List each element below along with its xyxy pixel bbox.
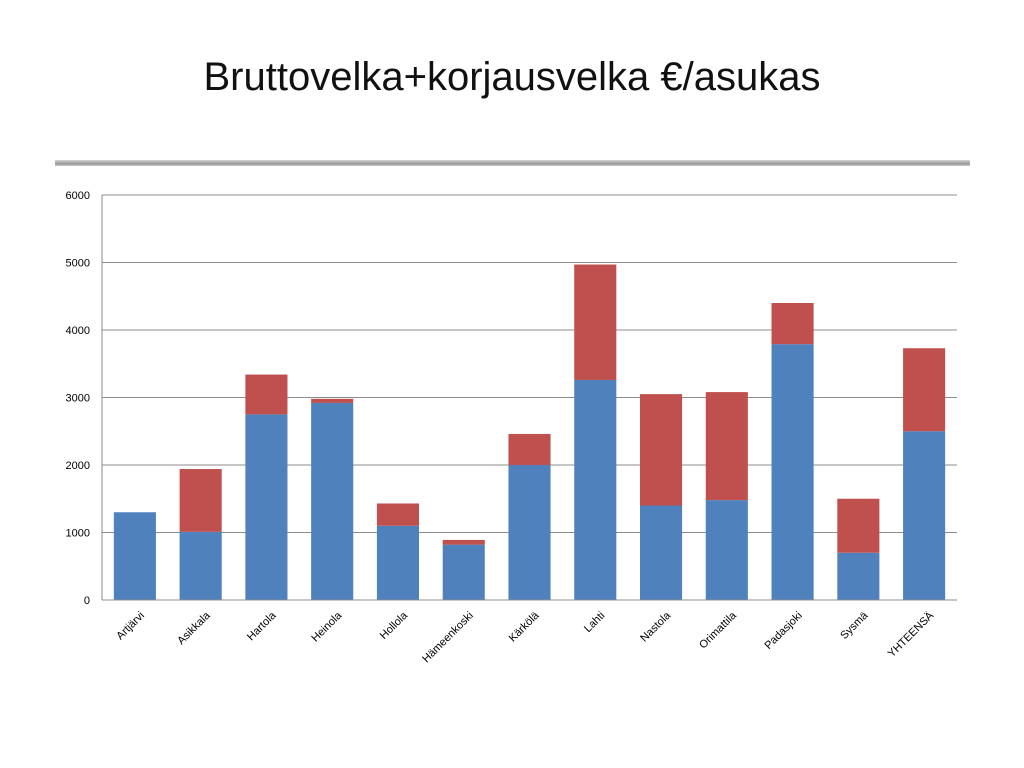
bar-series1-1: [179, 531, 222, 600]
x-tick-labels: Artjärvi Asikkala Hartola Heinola Hollola Häm…: [114, 609, 936, 665]
bar-series2-7: [574, 264, 617, 380]
page-title: Bruttovelka+korjausvelka €/asukas: [203, 55, 821, 99]
bar-series2-11: [837, 498, 880, 553]
bar-series1-11: [837, 552, 880, 600]
bar-series2-9: [705, 392, 748, 501]
bars: [113, 264, 946, 600]
x-tick-label: Asikkala: [175, 609, 213, 647]
bar-series1-7: [574, 379, 617, 600]
bar-series2-5: [442, 539, 485, 545]
bar-series1-9: [705, 500, 748, 600]
x-tick-label: YHTEENSÄ: [886, 609, 937, 660]
bar-series1-2: [245, 414, 288, 600]
y-tick-label: 1000: [66, 528, 90, 540]
x-tick-label: Artjärvi: [114, 610, 147, 643]
x-tick-label: Heinola: [309, 609, 344, 644]
x-tick-label: Lahti: [582, 610, 607, 635]
bar-series2-1: [179, 469, 222, 532]
y-tick-label: 4000: [66, 325, 90, 337]
bar-series2-6: [508, 433, 551, 465]
y-tick-label: 3000: [66, 393, 90, 405]
x-tick-label: Padasjoki: [762, 610, 804, 652]
x-tick-label: Sysmä: [838, 609, 871, 642]
y-tick-label: 6000: [66, 190, 90, 202]
bar-series2-2: [245, 374, 288, 415]
bar-series1-6: [508, 465, 551, 600]
bar-series1-8: [639, 505, 683, 600]
x-tick-label: Orimattila: [697, 609, 739, 651]
x-tick-label: Kärkölä: [507, 609, 542, 644]
y-tick-label: 2000: [66, 460, 90, 472]
bar-series1-12: [903, 431, 946, 600]
x-tick-label: Hämeenkoski: [420, 610, 476, 666]
bar-series1-3: [311, 402, 354, 600]
bar-series2-8: [639, 394, 683, 506]
bar-series1-5: [442, 544, 485, 600]
y-tick-label: 0: [84, 595, 90, 607]
x-tick-label: Nastola: [638, 609, 673, 644]
title-divider: [55, 160, 970, 166]
bar-series1-4: [376, 525, 420, 600]
x-tick-label: Hartola: [245, 609, 279, 643]
y-tick-label: 5000: [66, 258, 90, 270]
bar-series1-10: [771, 344, 814, 600]
x-tick-label: Hollola: [378, 609, 411, 642]
bar-series2-12: [903, 348, 946, 432]
y-tick-labels: 0 1000 2000 3000 4000 5000 6000: [66, 190, 90, 607]
bar-series2-10: [771, 303, 814, 345]
bar-series2-4: [376, 503, 420, 526]
bar-series1-0: [113, 512, 156, 600]
bar-series2-3: [311, 398, 354, 403]
